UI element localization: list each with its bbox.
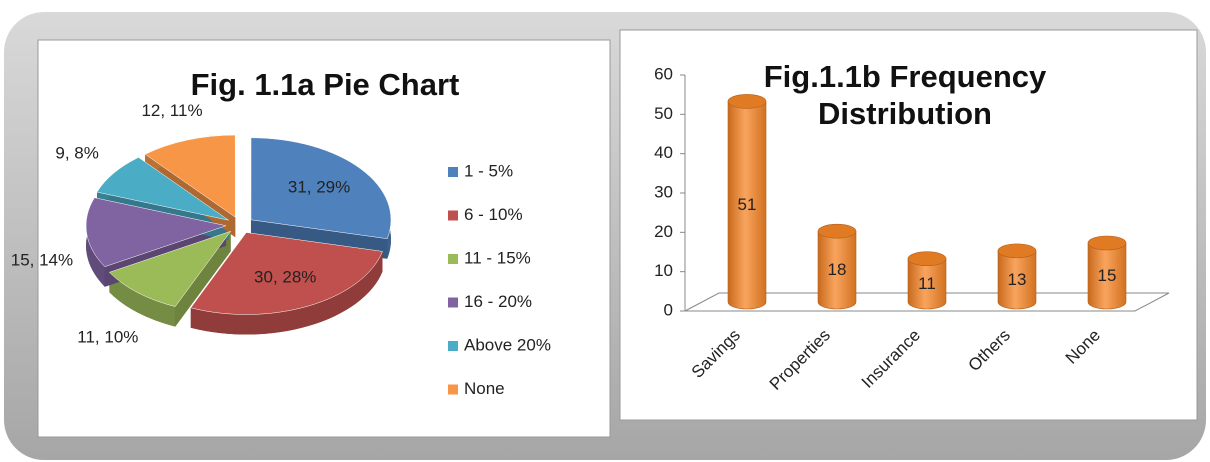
legend-label: 1 - 5%: [464, 161, 513, 180]
pie-slice: [85, 197, 227, 267]
y-tick-label: 30: [654, 182, 673, 201]
data-label: 13: [1008, 270, 1027, 289]
pie-slice: [250, 137, 392, 239]
bar: [1087, 242, 1127, 310]
bar-panel: [619, 29, 1198, 421]
legend-label: 11 - 15%: [464, 248, 531, 267]
bar-top: [907, 251, 947, 267]
bar-top: [727, 94, 767, 109]
legend-swatch: [448, 254, 458, 264]
data-label: 30, 28%: [254, 267, 316, 286]
floor: [684, 292, 1170, 312]
data-label: 11, 10%: [77, 328, 138, 347]
legend-label: 16 - 20%: [464, 292, 532, 311]
y-tick-label: 50: [654, 104, 673, 123]
bar-top: [1087, 235, 1127, 251]
legend-swatch: [448, 297, 458, 308]
bar: [907, 258, 947, 310]
bar: [997, 250, 1037, 310]
y-tick-label: 0: [664, 300, 673, 319]
bar: [727, 101, 767, 310]
data-label: 51: [738, 195, 757, 214]
data-label: 15, 14%: [11, 251, 73, 270]
data-label: 12, 11%: [141, 101, 202, 120]
bar: [817, 230, 857, 310]
legend-label: None: [464, 379, 505, 398]
y-tick-label: 20: [654, 222, 673, 241]
data-label: 31, 29%: [288, 178, 350, 197]
data-label: 11: [918, 274, 936, 293]
legend-swatch: [448, 341, 458, 351]
data-label: 15: [1098, 266, 1117, 285]
y-tick-label: 40: [654, 143, 673, 162]
y-tick-label: 10: [654, 261, 673, 280]
pie-slice: [96, 157, 229, 221]
bar-top: [817, 223, 857, 239]
legend-swatch: [448, 210, 458, 221]
pie-tops: [85, 134, 392, 315]
legend-swatch: [448, 384, 458, 395]
data-label: 18: [828, 260, 847, 279]
legend-label: 6 - 10%: [464, 205, 523, 224]
y-tick-label: 60: [654, 64, 673, 83]
legend-label: Above 20%: [464, 335, 551, 354]
data-label: 9, 8%: [55, 144, 98, 163]
pie-slice-wall: [190, 251, 383, 335]
chart-title: Fig.1.1b Frequency Distribution: [763, 59, 1047, 132]
legend-swatch: [448, 167, 458, 177]
chart-title: Fig. 1.1a Pie Chart: [190, 67, 460, 102]
bar-top: [997, 243, 1037, 259]
pie-slice: [190, 232, 383, 315]
pie-slice: [144, 134, 236, 218]
pie-slice: [108, 230, 232, 307]
